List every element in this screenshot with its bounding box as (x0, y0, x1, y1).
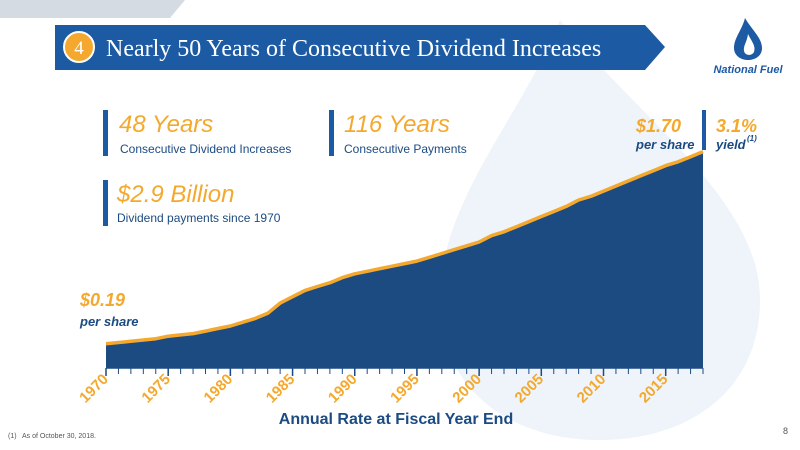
logo-text: National Fuel (713, 64, 783, 76)
corner-strip (0, 0, 185, 18)
footnote-ref: (1) (8, 433, 17, 440)
stat-bar (103, 180, 108, 226)
stat-bar (103, 110, 108, 156)
stat-value: 116 Years (344, 111, 450, 138)
stat-label: Consecutive Payments (344, 142, 467, 156)
logo-flame (743, 34, 755, 55)
yield-footnote-ref: (1) (747, 134, 757, 143)
footnote-text: As of October 30, 2018. (22, 433, 96, 440)
area-top-line (105, 149, 704, 346)
slide-title: Nearly 50 Years of Consecutive Dividend … (106, 36, 601, 62)
title-banner (55, 25, 665, 70)
x-axis-label: Annual Rate at Fiscal Year End (279, 411, 513, 428)
yield-note: yield (715, 137, 747, 152)
stat-value: 48 Years (119, 111, 213, 138)
end-note: per share (635, 137, 695, 152)
stat-value: $2.9 Billion (116, 181, 234, 208)
start-note: per share (79, 314, 139, 329)
yield-bar (702, 110, 706, 150)
end-value-label: $1.70 (635, 116, 681, 136)
section-number: 4 (74, 38, 84, 59)
area (106, 151, 703, 368)
start-value-label: $0.19 (79, 290, 125, 310)
page-number: 8 (783, 426, 788, 436)
stat-label: Consecutive Dividend Increases (120, 142, 291, 156)
yield-value: 3.1% (716, 116, 757, 136)
stat-label: Dividend payments since 1970 (117, 211, 281, 225)
stat-bar (329, 110, 334, 156)
section-badge (63, 31, 95, 63)
